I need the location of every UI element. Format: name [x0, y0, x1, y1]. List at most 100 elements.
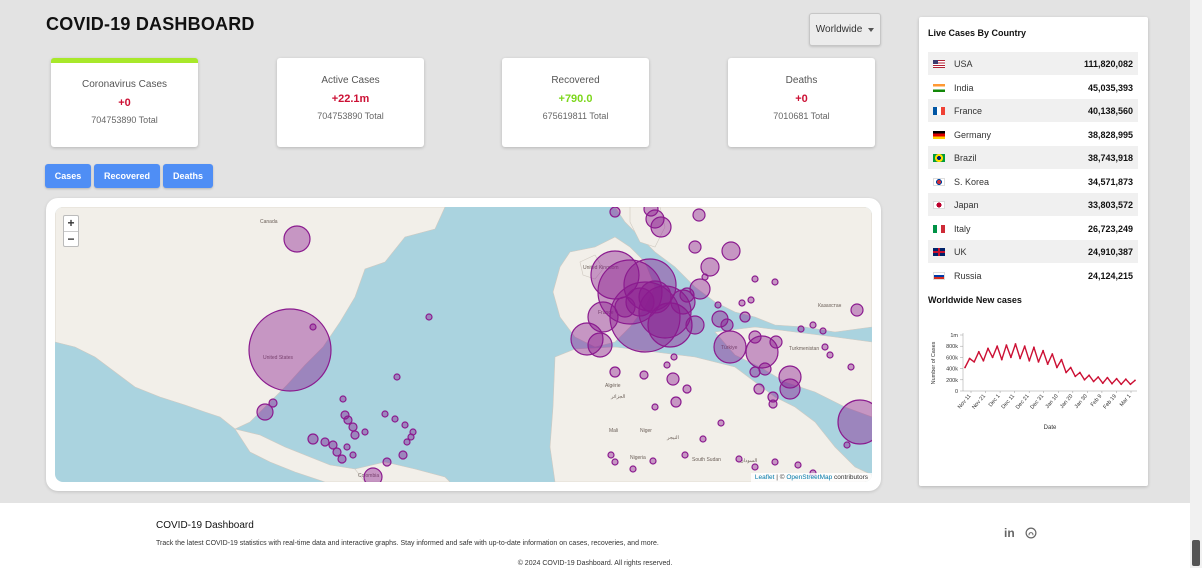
case-bubble[interactable]: [409, 428, 417, 436]
case-bubble[interactable]: [382, 457, 392, 467]
case-bubble[interactable]: [391, 415, 399, 423]
stat-card-recovered[interactable]: Recovered +790.0 675619811 Total: [502, 58, 649, 147]
case-bubble[interactable]: [587, 332, 613, 358]
world-map[interactable]: + − Canada United States United Kingdom Fra…: [55, 207, 872, 482]
case-bubble[interactable]: [679, 287, 695, 303]
case-bubble[interactable]: [638, 280, 672, 314]
cases-button[interactable]: Cases: [45, 164, 91, 188]
case-bubble[interactable]: [717, 419, 725, 427]
case-bubble[interactable]: [720, 318, 734, 332]
case-bubble[interactable]: [797, 325, 805, 333]
case-bubble[interactable]: [609, 366, 621, 378]
case-bubble[interactable]: [670, 396, 682, 408]
case-bubble[interactable]: [739, 311, 751, 323]
deaths-button[interactable]: Deaths: [163, 164, 213, 188]
case-bubble[interactable]: [771, 278, 779, 286]
case-bubble[interactable]: [307, 433, 319, 445]
case-bubble[interactable]: [721, 241, 741, 261]
stat-card-active[interactable]: Active Cases +22.1m 704753890 Total: [277, 58, 424, 147]
case-bubble[interactable]: [663, 361, 671, 369]
case-bubble[interactable]: [425, 313, 433, 321]
case-bubble[interactable]: [320, 437, 330, 447]
case-bubble[interactable]: [651, 403, 659, 411]
case-bubble[interactable]: [256, 403, 274, 421]
case-bubble[interactable]: [701, 273, 709, 281]
case-bubble[interactable]: [349, 451, 357, 459]
case-bubble[interactable]: [700, 257, 720, 277]
case-bubble[interactable]: [794, 461, 802, 469]
case-bubble[interactable]: [398, 450, 408, 460]
case-bubble[interactable]: [769, 335, 783, 349]
case-bubble[interactable]: [337, 454, 347, 464]
case-bubble[interactable]: [343, 443, 351, 451]
case-bubble[interactable]: [309, 323, 317, 331]
scrollbar-thumb[interactable]: [1192, 540, 1200, 566]
case-bubble[interactable]: [837, 399, 872, 445]
case-bubble[interactable]: [843, 441, 851, 449]
case-bubble[interactable]: [614, 296, 636, 318]
case-bubble[interactable]: [638, 285, 692, 339]
case-bubble[interactable]: [821, 343, 829, 351]
case-bubble[interactable]: [611, 458, 619, 466]
case-bubble[interactable]: [629, 465, 637, 473]
case-bubble[interactable]: [753, 383, 765, 395]
case-bubble[interactable]: [268, 398, 278, 408]
case-bubble[interactable]: [649, 457, 657, 465]
case-bubble[interactable]: [692, 208, 706, 222]
region-select[interactable]: Worldwide: [809, 13, 881, 46]
case-bubble[interactable]: [401, 421, 409, 429]
case-bubble[interactable]: [850, 303, 864, 317]
zoom-in-button[interactable]: +: [67, 216, 75, 230]
case-bubble[interactable]: [340, 410, 350, 420]
case-bubble[interactable]: [735, 455, 743, 463]
case-bubble[interactable]: [685, 315, 705, 335]
case-bubble[interactable]: [751, 463, 759, 471]
case-bubble[interactable]: [666, 372, 680, 386]
case-bubble[interactable]: [819, 327, 827, 335]
case-bubble[interactable]: [758, 362, 772, 376]
case-bubble[interactable]: [748, 330, 762, 344]
case-bubble[interactable]: [609, 207, 621, 218]
case-bubble[interactable]: [751, 275, 759, 283]
case-bubble[interactable]: [348, 422, 358, 432]
case-bubble[interactable]: [643, 207, 659, 217]
case-bubble[interactable]: [332, 447, 342, 457]
scrollbar[interactable]: [1190, 0, 1202, 568]
case-bubble[interactable]: [639, 370, 649, 380]
recovered-button[interactable]: Recovered: [94, 164, 160, 188]
case-bubble[interactable]: [650, 216, 672, 238]
case-bubble[interactable]: [248, 308, 332, 392]
stat-card-deaths[interactable]: Deaths +0 7010681 Total: [728, 58, 875, 147]
case-bubble[interactable]: [625, 287, 655, 317]
case-bubble[interactable]: [714, 301, 722, 309]
case-bubble[interactable]: [350, 430, 360, 440]
case-bubble[interactable]: [688, 240, 702, 254]
leaflet-link[interactable]: Leaflet: [754, 474, 775, 481]
linkedin-icon[interactable]: in: [1004, 526, 1015, 540]
case-bubble[interactable]: [670, 289, 696, 315]
case-bubble[interactable]: [339, 395, 347, 403]
case-bubble[interactable]: [768, 399, 778, 409]
case-bubble[interactable]: [826, 351, 834, 359]
case-bubble[interactable]: [749, 366, 761, 378]
case-bubble[interactable]: [283, 225, 311, 253]
case-bubble[interactable]: [847, 363, 855, 371]
case-bubble[interactable]: [681, 451, 689, 459]
case-bubble[interactable]: [809, 321, 817, 329]
case-bubble[interactable]: [587, 301, 619, 333]
case-bubble[interactable]: [343, 415, 353, 425]
case-bubble[interactable]: [403, 438, 411, 446]
zoom-out-button[interactable]: −: [64, 231, 78, 246]
case-bubble[interactable]: [699, 435, 707, 443]
case-bubble[interactable]: [767, 391, 779, 403]
case-bubble[interactable]: [747, 296, 755, 304]
case-bubble[interactable]: [328, 440, 338, 450]
github-icon[interactable]: [1025, 527, 1037, 539]
case-bubble[interactable]: [713, 330, 747, 364]
osm-link[interactable]: OpenStreetMap: [786, 474, 833, 481]
case-bubble[interactable]: [670, 353, 678, 361]
case-bubble[interactable]: [381, 410, 389, 418]
case-bubble[interactable]: [682, 384, 692, 394]
case-bubble[interactable]: [363, 467, 383, 482]
case-bubble[interactable]: [771, 458, 779, 466]
